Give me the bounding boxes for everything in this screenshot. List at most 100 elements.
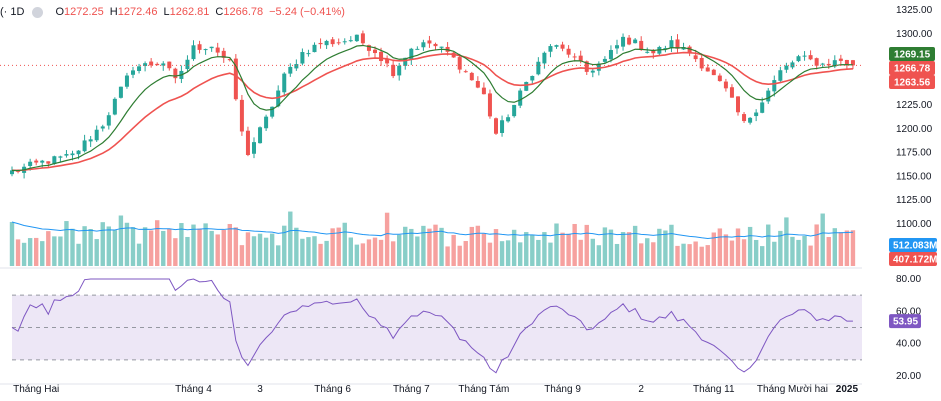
volume-bar	[34, 237, 39, 266]
candle-body	[705, 67, 710, 72]
volume-bar	[693, 241, 698, 266]
candle-body	[330, 39, 335, 45]
volume-bar	[421, 225, 426, 266]
volume-bar	[27, 238, 33, 266]
volume-tag-label: 407.172M	[893, 255, 937, 266]
volume-bar	[832, 228, 837, 266]
volume-bar	[300, 238, 305, 266]
volume-bar	[844, 230, 850, 266]
candle-body	[481, 87, 486, 95]
candle-body	[487, 93, 492, 117]
time-tick-label: Tháng 4	[175, 384, 212, 395]
time-axis[interactable]: Tháng Hai Tháng 4 3 Tháng 6 Tháng 7 Tháng Tám…	[13, 384, 858, 395]
volume-bar	[802, 235, 807, 266]
volume-bar	[681, 243, 686, 266]
volume-bar	[15, 239, 21, 266]
candle-body	[433, 43, 438, 47]
candle-body	[838, 58, 843, 61]
time-tick-label: Tháng 7	[393, 384, 430, 395]
candle-body	[518, 90, 523, 106]
volume-bar	[814, 224, 819, 266]
volume-bar	[306, 237, 311, 266]
candle-body	[264, 116, 269, 129]
time-tick-label: Tháng 11	[693, 384, 735, 395]
volume-tag-label: 512.083M	[893, 241, 937, 252]
volume-bar	[451, 234, 456, 266]
candle-body	[820, 63, 825, 65]
volume-bar	[669, 224, 674, 266]
candle-body	[772, 80, 777, 92]
volume-bar	[705, 245, 710, 266]
volume-bar	[118, 215, 124, 266]
volume-bar	[221, 229, 226, 266]
volume-bar	[711, 232, 716, 266]
candle-body	[808, 55, 813, 60]
candle-body	[415, 48, 420, 50]
volume-bar	[518, 242, 523, 266]
volume-bar	[58, 236, 63, 266]
ohlc-legend: (· 1D O 1272.25 H 1272.46 L 1262.81 C 1266.7…	[0, 3, 345, 21]
volume-bar	[729, 240, 735, 266]
candle-body	[699, 57, 704, 69]
candle-body	[379, 51, 384, 62]
candle-body	[270, 106, 275, 117]
candle-body	[76, 150, 81, 155]
volume-ma-line	[11, 221, 853, 239]
volume-bar	[239, 245, 245, 266]
volume-bar	[838, 232, 844, 266]
candle-body	[524, 81, 529, 91]
candle-body	[203, 49, 208, 51]
candle-body	[324, 40, 329, 46]
volume-bar	[753, 239, 759, 266]
volume-bar	[318, 243, 323, 266]
volume-bar	[40, 241, 45, 266]
candle-body	[40, 160, 45, 163]
volume-bar	[282, 225, 287, 266]
candle-body	[590, 70, 595, 73]
candle-body	[687, 46, 692, 54]
candle-body	[736, 96, 740, 113]
volume-bar	[148, 230, 154, 266]
candle-body	[621, 36, 626, 47]
volume-bar	[366, 239, 372, 266]
candle-body	[100, 126, 105, 129]
volume-bar	[179, 223, 184, 266]
candle-body	[608, 50, 613, 60]
candle-body	[233, 58, 238, 100]
candlesticks[interactable]	[10, 30, 855, 179]
volume-bar	[560, 232, 565, 266]
volume-bar	[505, 240, 511, 266]
candle-body	[506, 117, 511, 122]
candle-body	[64, 154, 69, 156]
rsi-tick-label: 40.00	[896, 339, 921, 350]
candle-body	[373, 49, 377, 54]
volume-bar	[747, 226, 753, 266]
candle-body	[542, 52, 547, 64]
volume-bar	[596, 245, 602, 266]
volume-bar	[657, 228, 662, 266]
volume-bar	[475, 225, 481, 266]
time-tick-label: Tháng Tám	[458, 384, 509, 395]
candle-body	[336, 42, 341, 44]
volume-bar	[608, 229, 614, 266]
candle-body	[348, 40, 353, 42]
time-tick-label: Tháng Hai	[13, 384, 59, 395]
volume-bar	[699, 246, 704, 266]
volume-bar	[530, 234, 535, 266]
symbol-interval[interactable]: (· 1D	[0, 6, 25, 18]
price-tag-label: 1266.78	[894, 64, 931, 75]
candle-body	[754, 112, 759, 117]
volume-bar	[717, 228, 723, 266]
rsi-panel[interactable]	[11, 278, 862, 374]
candle-body	[58, 156, 63, 158]
price-axis[interactable]: 1325.001300.001275.001250.001225.001200.…	[889, 5, 937, 382]
volume-bar	[578, 239, 583, 266]
candle-body	[300, 52, 305, 64]
price-tag	[889, 75, 935, 89]
volume-bar	[173, 238, 178, 266]
volume-bar	[850, 230, 856, 266]
volume-bar	[130, 227, 136, 266]
volume-bar	[245, 232, 251, 266]
price-tag-label: 1263.56	[894, 78, 931, 89]
